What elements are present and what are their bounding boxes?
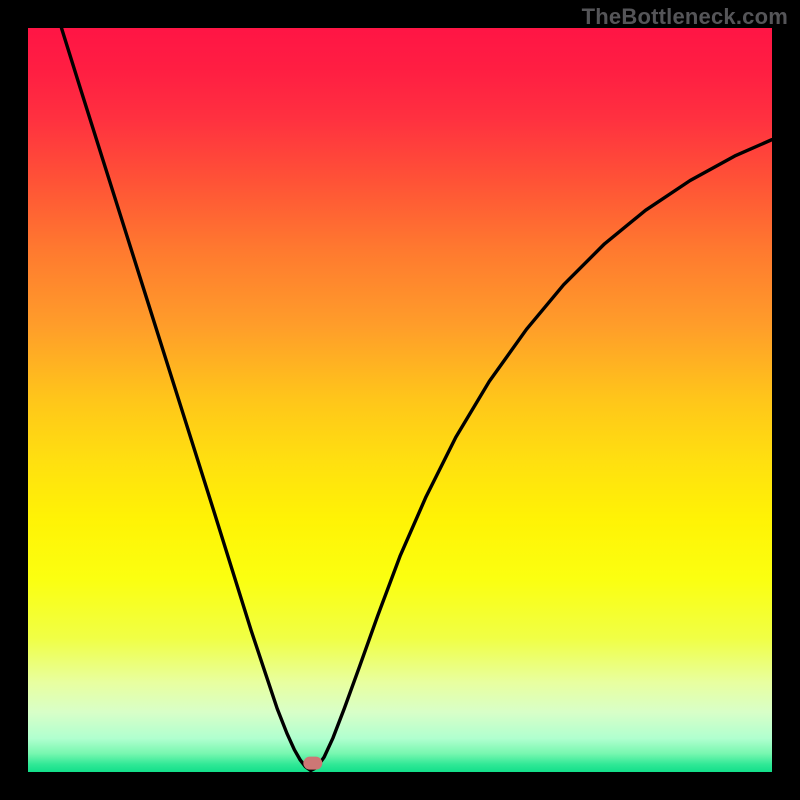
watermark-text: TheBottleneck.com <box>582 4 788 30</box>
chart-frame: TheBottleneck.com <box>0 0 800 800</box>
plot-area <box>28 28 772 772</box>
bottleneck-curve <box>61 28 772 771</box>
curve-layer <box>28 28 772 772</box>
minimum-marker <box>303 757 322 770</box>
